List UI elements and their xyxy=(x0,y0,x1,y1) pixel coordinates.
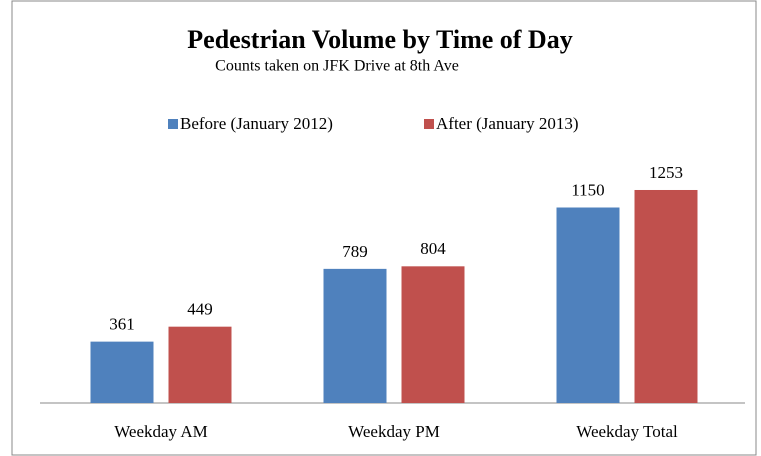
bar xyxy=(634,189,698,403)
legend-swatch xyxy=(168,119,178,129)
data-label: 804 xyxy=(420,239,446,258)
legend-label: Before (January 2012) xyxy=(180,114,333,133)
legend-swatch xyxy=(424,119,434,129)
bar xyxy=(168,326,232,403)
legend-label: After (January 2013) xyxy=(436,114,579,133)
data-label: 789 xyxy=(342,242,368,261)
bar xyxy=(401,266,465,403)
x-tick-label: Weekday AM xyxy=(114,422,208,441)
data-label: 449 xyxy=(187,300,213,319)
x-tick-label: Weekday Total xyxy=(576,422,678,441)
data-label: 1253 xyxy=(649,163,683,182)
chart-title: Pedestrian Volume by Time of Day xyxy=(187,25,572,54)
bar xyxy=(90,341,154,403)
data-label: 1150 xyxy=(571,180,604,199)
bar xyxy=(323,268,387,403)
x-tick-label: Weekday PM xyxy=(348,422,440,441)
chart-subtitle: Counts taken on JFK Drive at 8th Ave xyxy=(215,58,459,75)
bar xyxy=(556,207,620,403)
data-label: 361 xyxy=(109,315,135,334)
